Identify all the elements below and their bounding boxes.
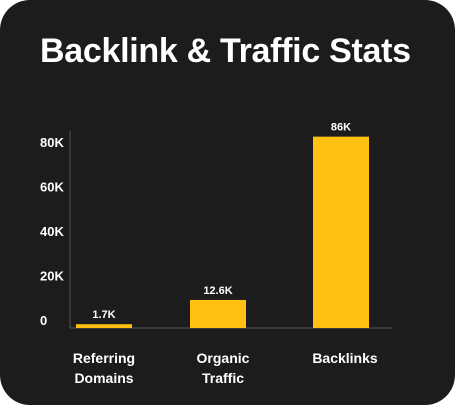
data-label: 86K <box>331 122 351 134</box>
bar <box>76 324 132 328</box>
y-tick-label: 40K <box>40 224 64 239</box>
bar <box>313 136 369 328</box>
y-tick-label: 0 <box>40 313 47 328</box>
category-label-line: Traffic <box>202 370 244 386</box>
category-label: Backlinks <box>312 350 378 366</box>
y-tick-label: 20K <box>40 269 64 284</box>
category-label-line: Organic <box>197 350 250 366</box>
data-labels: 1.7K 12.6K 86K <box>92 122 351 322</box>
bars <box>76 136 369 328</box>
y-tick-label: 80K <box>40 135 64 150</box>
category-label: Organic Traffic <box>197 350 250 386</box>
category-labels: Referring Domains Organic Traffic Backlinks <box>73 350 378 386</box>
y-tick-label: 60K <box>40 180 64 195</box>
category-label-line: Referring <box>73 350 135 366</box>
category-label-line: Domains <box>74 370 133 386</box>
bar <box>190 299 246 328</box>
data-label: 12.6K <box>203 285 232 297</box>
data-label: 1.7K <box>92 309 115 321</box>
y-tick-labels: 0 20K 40K 60K 80K <box>40 135 64 328</box>
category-label: Referring Domains <box>73 350 135 386</box>
chart-title: Backlink & Traffic Stats <box>40 32 411 70</box>
category-label-line: Backlinks <box>312 350 378 366</box>
